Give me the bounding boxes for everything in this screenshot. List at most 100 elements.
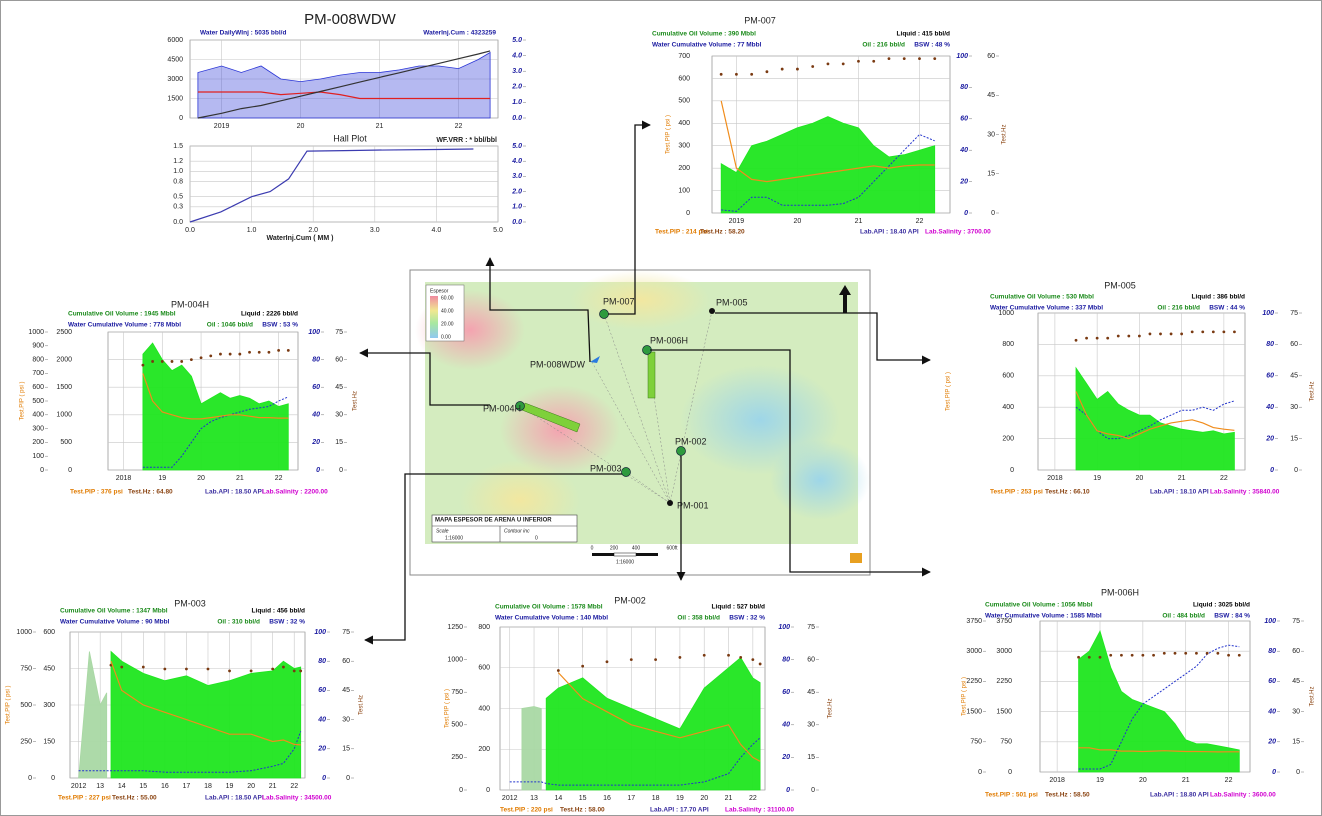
data-point [857,59,860,63]
y-tick-label: 200 [1002,435,1014,442]
x-tick-label: 20 [297,123,305,130]
footer-stat: Lab.API : 18.50 API [205,795,264,802]
y-tick-label: 600 [1002,373,1014,380]
y-tick-label: 1500 [56,384,72,391]
y0-tick-label: 0 [40,467,44,474]
y3-tick-label: 75 [342,629,350,636]
x-tick-label: 20 [197,475,205,482]
y3-tick-label: 15 [335,439,343,446]
line [110,660,301,746]
header-stat: Cumulative Oil Volume : 530 Mbbl [990,294,1094,301]
y2-tick-label: 60 [312,384,320,391]
y3-tick-label: 30 [335,412,343,419]
header-stat: Water Cumulative Volume : 90 Mbbl [60,619,170,626]
data-point [1098,655,1102,659]
data-point [1074,338,1078,342]
footer-stat: Lab.API : 18.80 API [1150,792,1209,799]
data-point [209,354,213,358]
y0-tick-label: 1500 [966,708,982,715]
legend-label: 20.00 [441,321,454,327]
x-tick-label: 16 [161,783,169,790]
y0-tick-label: 3750 [966,618,982,625]
y-tick-label: 0.0 [173,219,183,226]
line [1078,747,1240,753]
chart-title: PM-004H [171,299,209,309]
well-label: PM-008WDW [530,359,586,369]
data-point [219,352,222,356]
y0-tick-label: 300 [32,425,44,432]
data-point [1184,651,1188,655]
annotation: WF.VRR : * bbl/bbl [436,137,497,144]
y-tick-label: 2250 [996,678,1012,685]
well-trajectories [519,310,713,504]
y-tick-label: 0 [179,115,183,122]
x-tick-label: 22 [290,783,298,790]
y-tick-label: 600 [43,629,55,636]
header-stat: Oil : 484 bbl/d [1162,613,1205,620]
y2-tick-label: 1.0 [512,204,522,211]
footer-stat: Test.PIP : 376 psi [70,489,123,496]
line [78,731,302,773]
connector [364,473,622,645]
data-point [1227,653,1230,657]
y3-tick-label: 15 [1290,435,1298,442]
data-point [1169,332,1173,336]
data-point [249,669,253,673]
x-tick-label: 22 [749,795,757,802]
y-tick-label: 1.5 [173,143,183,150]
x-tick-label: 20 [700,795,708,802]
data-point [796,67,799,71]
contour-value: 0 [535,535,538,541]
data-point [1127,334,1131,338]
north-arrow [839,285,851,313]
y2-tick-label: 2.0 [511,188,522,195]
y-tick-label: 0 [1008,769,1012,776]
line [142,373,289,420]
header-stat: Water Cumulative Volume : 77 Mbbl [652,42,762,49]
y2-tick-label: 0 [786,787,790,794]
y-tick-label: 1.0 [173,168,183,175]
y2-tick-label: 5.0 [512,37,522,44]
y2-tick-label: 20 [317,746,326,753]
y2-tick-label: 20 [781,754,790,761]
y2-tick-label: 0 [322,775,326,782]
chart-title: PM-005 [1104,280,1136,290]
y-tick-label: 1.2 [173,158,183,165]
chart-title: Hall Plot [333,133,367,143]
y3-tick-label: 75 [1292,618,1300,625]
y3-tick-label: 0 [339,467,343,474]
data-point [1195,651,1198,655]
y3-tick-label: 15 [987,171,995,178]
data-point [758,662,762,666]
x-tick-label: 21 [725,795,733,802]
data-point [1077,655,1080,659]
data-point [902,57,906,61]
data-point [277,349,281,352]
y-tick-label: 2500 [56,329,72,336]
area [720,116,936,214]
y3-tick-label: 30 [1290,404,1298,411]
scale-value: 1:16000 [445,535,463,541]
y0-tick-label: 750 [970,739,982,746]
y-tick-label: 100 [678,187,690,194]
y0-tick-label: 1000 [447,656,463,663]
y3-tick-label: 0 [991,210,995,217]
data-point [1237,653,1241,657]
header-stat: WaterInj.Cum : 4323259 [423,30,496,37]
footer-stat: Test.Hz : 58.50 [1045,792,1090,799]
y0-tick-label: 250 [20,738,32,745]
area [521,706,542,791]
data-point [1137,334,1141,338]
y-tick-label: 1000 [998,310,1014,317]
y2-tick-label: 20 [1267,739,1276,746]
header-stat: Water Cumulative Volume : 778 Mbbl [68,322,181,329]
data-point [1173,651,1177,655]
data-point [872,59,876,63]
x-tick-label: 13 [96,783,104,790]
footer-stat: Test.Hz : 58.20 [700,229,745,236]
data-point [1162,651,1166,655]
footer-stat: Lab.API : 18.40 API [860,229,919,236]
y-tick-label: 200 [678,165,690,172]
y-tick-label: 150 [43,738,55,745]
